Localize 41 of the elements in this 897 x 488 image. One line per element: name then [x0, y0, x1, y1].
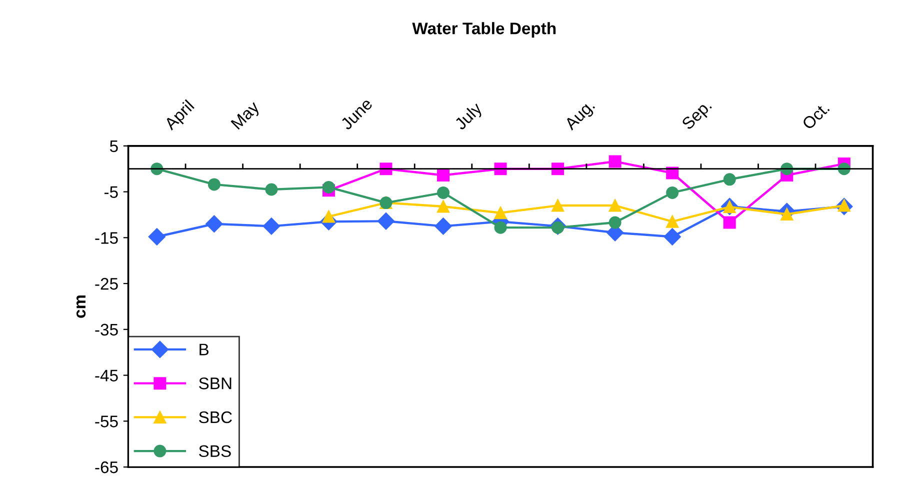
y-tick-label: -5	[104, 186, 118, 198]
y-tick-label: 5	[110, 140, 118, 152]
y-tick-label: -25	[95, 278, 118, 290]
y-tick-label: -35	[95, 324, 118, 336]
text: May	[230, 100, 263, 132]
y-axis-title: cm	[76, 295, 86, 318]
point	[322, 180, 335, 194]
point	[494, 221, 507, 234]
y-tick-label: -15	[95, 232, 118, 244]
text: Oct.	[802, 102, 830, 130]
text: Sep.	[681, 99, 714, 133]
text: July	[453, 101, 486, 133]
point	[148, 228, 166, 246]
point	[265, 183, 278, 196]
y-tick-label: -65	[95, 461, 118, 474]
point	[723, 173, 736, 186]
point	[608, 199, 622, 212]
legend-label: SBN	[199, 378, 232, 390]
point	[377, 212, 395, 230]
chart-title: Water Table Depth	[412, 22, 556, 38]
point	[608, 216, 622, 229]
legend-label: B	[200, 344, 209, 356]
y-tick-label: -45	[95, 370, 118, 382]
legend-label: SBS	[199, 445, 231, 458]
point	[437, 169, 450, 182]
text: Aug.	[564, 99, 598, 134]
point	[723, 216, 736, 229]
y-tick-label: -55	[95, 416, 118, 428]
point	[437, 186, 450, 199]
point	[206, 215, 223, 232]
point	[262, 218, 280, 235]
point	[437, 200, 450, 213]
point	[608, 155, 622, 168]
point	[552, 199, 564, 212]
point	[664, 228, 681, 246]
point	[666, 215, 679, 228]
legend-label: SBC	[199, 411, 232, 424]
point	[208, 178, 220, 191]
point	[434, 218, 452, 235]
point	[494, 206, 507, 220]
point	[666, 186, 679, 199]
